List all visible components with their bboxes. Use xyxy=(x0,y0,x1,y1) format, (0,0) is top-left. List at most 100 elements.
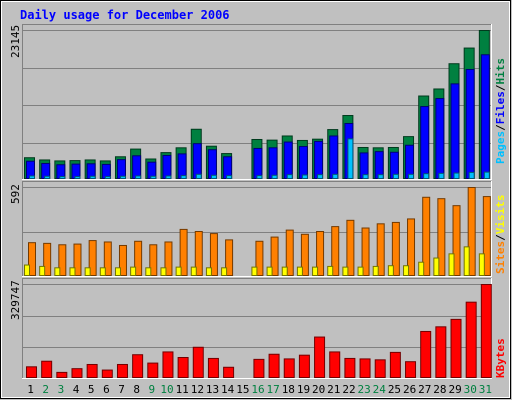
bar-visits-day-5 xyxy=(88,240,97,276)
bar-pages-day-8 xyxy=(135,175,142,180)
bar-kbytes-day-16 xyxy=(253,358,265,378)
legend-pages-files-hits: Pages/Files/Hits xyxy=(494,58,507,164)
x-tick-label-day-20: 20 xyxy=(312,383,325,396)
bar-kbytes-day-30 xyxy=(465,301,477,379)
bar-sites-day-19 xyxy=(296,266,303,277)
bar-visits-day-13 xyxy=(209,233,218,277)
bar-pages-day-7 xyxy=(119,175,126,179)
bar-kbytes-day-22 xyxy=(344,357,356,378)
kbytes-panel xyxy=(22,278,492,379)
bar-kbytes-day-18 xyxy=(283,358,295,378)
bar-kbytes-day-3 xyxy=(56,371,68,379)
bar-pages-day-31 xyxy=(483,171,490,179)
bar-pages-day-19 xyxy=(301,174,308,180)
bar-visits-day-27 xyxy=(422,196,431,276)
bar-visits-day-17 xyxy=(270,236,279,276)
bar-sites-day-28 xyxy=(433,257,440,276)
bar-sites-day-10 xyxy=(160,267,167,277)
bar-kbytes-day-1 xyxy=(26,366,37,378)
bar-files-day-8 xyxy=(132,155,142,180)
x-tick-label-day-5: 5 xyxy=(88,383,95,396)
x-tick-label-day-4: 4 xyxy=(73,383,80,396)
bar-visits-day-22 xyxy=(346,219,355,276)
bar-files-day-17 xyxy=(268,147,278,180)
bar-files-day-13 xyxy=(207,149,217,179)
bar-sites-day-20 xyxy=(312,266,319,277)
legend-files: Files xyxy=(494,91,507,124)
bar-sites-day-24 xyxy=(372,265,379,276)
bar-sites-day-30 xyxy=(463,246,470,277)
bar-kbytes-day-28 xyxy=(435,326,447,379)
bar-files-day-18 xyxy=(283,141,293,180)
x-tick-label-day-26: 26 xyxy=(403,383,416,396)
bar-pages-day-13 xyxy=(210,174,217,179)
bar-pages-day-30 xyxy=(468,171,475,179)
bar-pages-day-27 xyxy=(423,173,430,179)
bar-visits-day-14 xyxy=(225,239,234,276)
bar-pages-day-28 xyxy=(438,172,445,180)
bar-kbytes-day-26 xyxy=(405,361,417,379)
x-tick-label-day-24: 24 xyxy=(373,383,387,396)
bar-visits-day-24 xyxy=(376,223,385,276)
x-axis-day-labels: 1 2 3 4 5 6 7 8 9 10 11 12 13 14 15 16 17 18 19 20 21 22 23 24 2… xyxy=(27,383,492,396)
bar-visits-day-2 xyxy=(43,242,52,276)
bar-files-day-28 xyxy=(435,98,445,179)
bar-kbytes-day-9 xyxy=(147,362,159,378)
bar-visits-day-12 xyxy=(194,231,203,276)
x-tick-label-day-22: 22 xyxy=(342,383,355,396)
bar-sites-day-9 xyxy=(145,267,152,277)
bar-visits-day-9 xyxy=(149,244,158,276)
x-tick-label-day-9: 9 xyxy=(149,383,156,396)
bar-sites-day-25 xyxy=(387,265,394,277)
bar-kbytes-day-27 xyxy=(420,330,432,378)
bar-sites-day-29 xyxy=(448,253,455,277)
bar-kbytes-day-24 xyxy=(374,359,386,378)
bar-files-day-30 xyxy=(465,68,475,179)
bar-kbytes-day-21 xyxy=(329,351,341,378)
bar-files-day-31 xyxy=(480,54,490,179)
bar-visits-day-8 xyxy=(134,240,143,276)
legend-kbytes-label: KBytes xyxy=(494,338,507,378)
x-tick-label-day-10: 10 xyxy=(160,383,173,396)
bar-files-day-20 xyxy=(314,140,324,180)
bar-kbytes-day-4 xyxy=(71,368,83,379)
bar-pages-day-22 xyxy=(347,138,354,180)
x-tick-label-day-15: 15 xyxy=(236,383,249,396)
x-tick-label-day-17: 17 xyxy=(267,383,280,396)
x-tick-label-day-27: 27 xyxy=(418,383,431,396)
bar-visits-day-19 xyxy=(300,233,309,277)
legend-sites: Sites xyxy=(494,241,507,274)
bar-visits-day-4 xyxy=(73,243,82,276)
bar-kbytes-day-2 xyxy=(41,360,53,379)
svg-text:KBytes: KBytes xyxy=(494,338,507,378)
x-tick-label-day-13: 13 xyxy=(206,383,219,396)
panel-visits-ymax-label: 592 xyxy=(9,184,22,204)
bar-sites-day-5 xyxy=(84,267,91,277)
bar-files-day-16 xyxy=(253,147,263,180)
x-tick-label-day-8: 8 xyxy=(133,383,140,396)
x-tick-label-day-14: 14 xyxy=(221,383,235,396)
bar-kbytes-day-14 xyxy=(223,366,235,378)
bar-kbytes-day-6 xyxy=(101,369,113,378)
x-tick-label-day-28: 28 xyxy=(433,383,446,396)
bar-pages-day-21 xyxy=(332,173,339,180)
legend-hits: Hits xyxy=(494,58,507,85)
bar-pages-day-11 xyxy=(180,175,187,179)
bar-kbytes-day-8 xyxy=(132,354,144,378)
bar-pages-day-2 xyxy=(44,175,51,179)
bar-kbytes-day-10 xyxy=(162,351,174,378)
bar-visits-day-29 xyxy=(452,205,461,277)
bar-kbytes-day-20 xyxy=(314,336,326,379)
bar-sites-day-2 xyxy=(39,265,46,276)
bar-pages-day-1 xyxy=(29,175,35,180)
bar-files-day-7 xyxy=(116,159,126,180)
bar-visits-day-23 xyxy=(361,227,370,276)
bar-sites-day-17 xyxy=(266,266,273,277)
bar-sites-day-31 xyxy=(478,253,485,277)
bar-kbytes-day-5 xyxy=(86,363,98,379)
bar-pages-day-18 xyxy=(286,174,293,179)
bar-pages-day-25 xyxy=(392,173,399,180)
bar-kbytes-day-13 xyxy=(207,357,219,378)
legend-visits: Visits xyxy=(494,195,507,235)
